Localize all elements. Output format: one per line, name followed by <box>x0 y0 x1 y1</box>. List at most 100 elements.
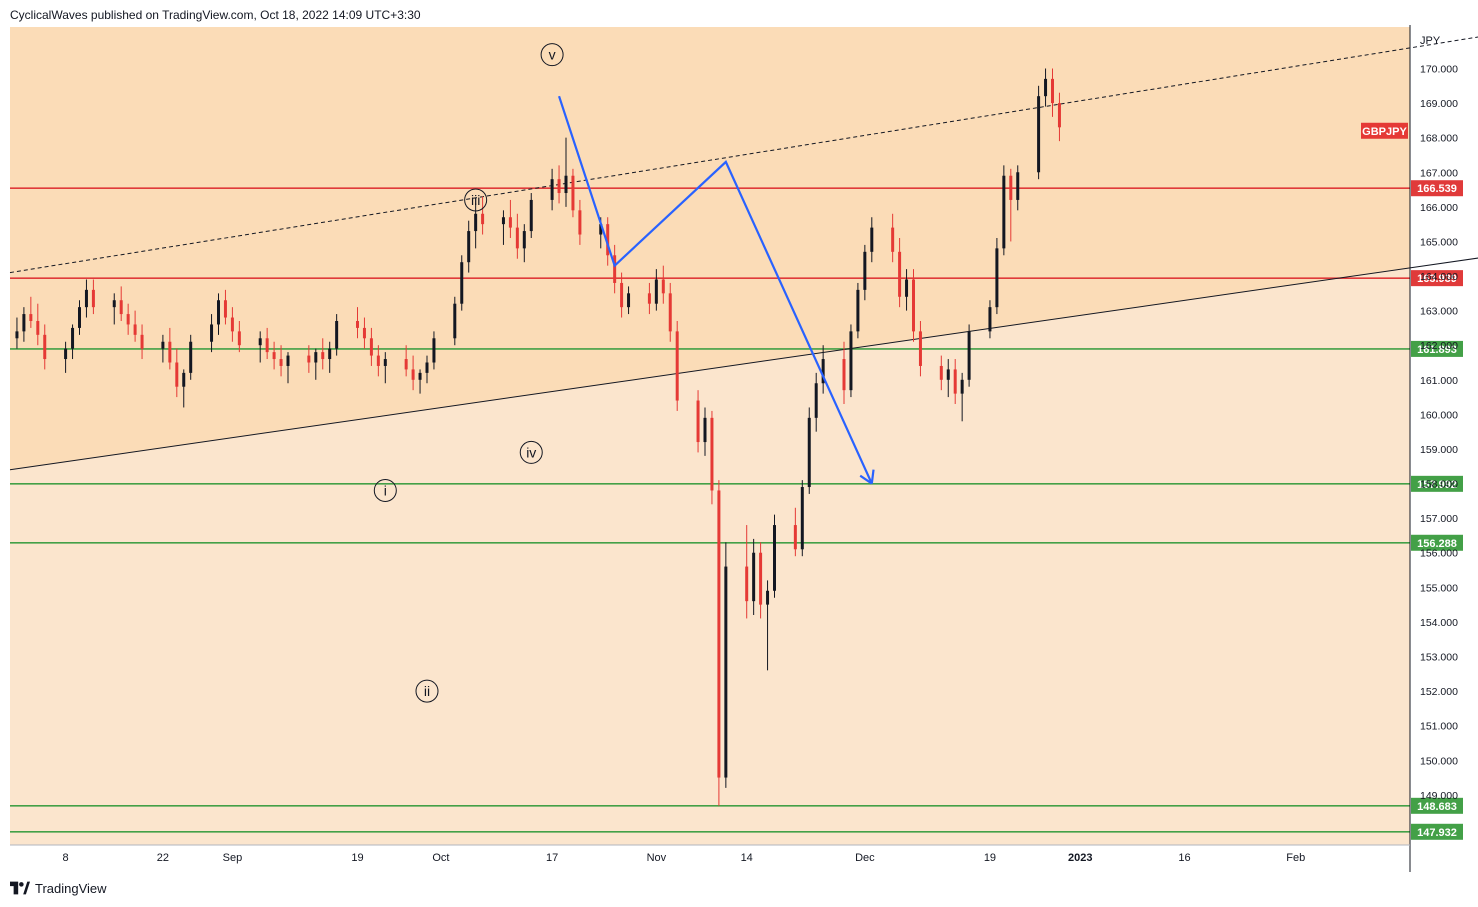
wave-label-v: v <box>549 47 556 63</box>
y-tick-3: 167.000 <box>1420 167 1458 179</box>
candle-body-74 <box>724 566 728 778</box>
background-band-upper <box>10 27 1410 470</box>
level-badge-3 <box>1411 475 1463 492</box>
x-tick-1: 22 <box>157 852 169 864</box>
candle-body-73 <box>717 490 721 778</box>
candle-body-68 <box>668 293 672 332</box>
candle-body-3 <box>36 320 40 335</box>
wave-label-i: i <box>384 482 387 498</box>
candle-body-51 <box>508 217 512 228</box>
y-tick-14: 156.000 <box>1420 548 1458 560</box>
candle-body-85 <box>842 359 846 391</box>
candle-body-10 <box>112 300 116 308</box>
candle-body-61 <box>606 224 610 256</box>
candle-body-15 <box>161 341 165 349</box>
level-label-3: 157.992 <box>1417 479 1457 491</box>
candle-body-96 <box>946 369 950 380</box>
level-label-5: 148.683 <box>1417 801 1457 813</box>
candle-body-57 <box>564 175 568 194</box>
candle-body-71 <box>703 417 707 443</box>
candle-body-67 <box>661 279 665 294</box>
y-tick-5: 165.000 <box>1420 236 1458 248</box>
level-badge-2 <box>1411 340 1463 357</box>
channel-top-dashed <box>9 36 1478 274</box>
candle-body-93 <box>912 279 915 332</box>
y-tick-16: 154.000 <box>1420 617 1458 629</box>
y-tick-12: 158.000 <box>1420 479 1458 491</box>
candle-body-75 <box>745 566 749 602</box>
candle-body-45 <box>453 303 457 339</box>
candle-body-39 <box>383 359 387 366</box>
y-tick-11: 159.000 <box>1420 444 1458 456</box>
candle-body-5 <box>64 348 68 360</box>
candle-body-99 <box>967 331 971 380</box>
candle-body-62 <box>613 255 617 283</box>
level-badge-4 <box>1411 534 1463 551</box>
wave-circle-v <box>540 43 564 67</box>
y-tick-10: 160.000 <box>1420 409 1458 421</box>
y-tick-8: 162.000 <box>1420 340 1458 352</box>
candle-body-52 <box>515 227 519 249</box>
candle-body-4 <box>43 334 47 360</box>
y-tick-2: 168.000 <box>1420 133 1458 145</box>
x-tick-9: 19 <box>984 852 996 864</box>
x-tick-3: 19 <box>351 852 363 864</box>
level-label-2: 161.893 <box>1417 344 1457 356</box>
candle-body-69 <box>675 331 679 401</box>
y-tick-19: 151.000 <box>1420 721 1458 733</box>
candle-body-95 <box>939 365 943 380</box>
y-tick-21: 149.000 <box>1420 790 1458 802</box>
candle-body-59 <box>578 210 582 235</box>
candle-body-103 <box>1009 175 1013 200</box>
currency-label: JPY <box>1420 35 1441 47</box>
candle-body-27 <box>272 352 276 360</box>
candle-body-2 <box>29 314 33 321</box>
x-tick-11: 16 <box>1178 852 1190 864</box>
candle-body-21 <box>217 300 220 325</box>
candle-body-30 <box>307 355 311 363</box>
tradingview-logo-icon <box>10 881 30 895</box>
candle-body-34 <box>335 320 339 349</box>
x-tick-2: Sep <box>223 852 243 864</box>
candle-body-32 <box>321 352 325 360</box>
candle-body-107 <box>1051 78 1054 104</box>
candle-body-48 <box>474 213 478 232</box>
wave-circle-i <box>373 478 397 502</box>
wave-circle-iii <box>464 188 488 212</box>
level-label-0: 166.539 <box>1417 183 1457 195</box>
candle-body-28 <box>279 359 283 366</box>
level-label-4: 156.288 <box>1417 538 1457 550</box>
candle-body-58 <box>571 175 575 211</box>
candle-body-41 <box>411 369 415 380</box>
candle-body-36 <box>362 327 366 339</box>
candle-body-86 <box>849 331 853 391</box>
candle-body-46 <box>460 262 464 304</box>
level-badge-6 <box>1411 823 1463 840</box>
candle-body-18 <box>182 372 186 387</box>
candle-body-91 <box>898 251 902 297</box>
candle-body-100 <box>988 307 992 332</box>
candle-body-49 <box>481 213 485 225</box>
candle-body-102 <box>1002 175 1006 249</box>
candle-body-43 <box>425 362 429 373</box>
level-badge-5 <box>1411 797 1463 814</box>
wave-circle-iv <box>519 440 543 464</box>
candle-body-92 <box>905 279 909 297</box>
candle-body-90 <box>891 227 895 252</box>
candle-body-23 <box>230 317 234 332</box>
symbol-badge <box>1361 122 1408 139</box>
candle-body-1 <box>22 314 26 332</box>
candle-body-20 <box>210 324 214 342</box>
y-tick-20: 150.000 <box>1420 755 1458 767</box>
candle-body-35 <box>356 320 359 328</box>
y-tick-17: 153.000 <box>1420 651 1458 663</box>
x-tick-10: 2023 <box>1068 852 1092 864</box>
candle-body-16 <box>168 341 172 363</box>
candle-body-97 <box>953 369 957 394</box>
candle-body-83 <box>814 383 818 418</box>
symbol-label: GBPJPY <box>1362 126 1407 138</box>
wave-label-iv: iv <box>526 444 536 460</box>
candle-body-56 <box>557 179 561 194</box>
candle-body-11 <box>119 300 123 315</box>
